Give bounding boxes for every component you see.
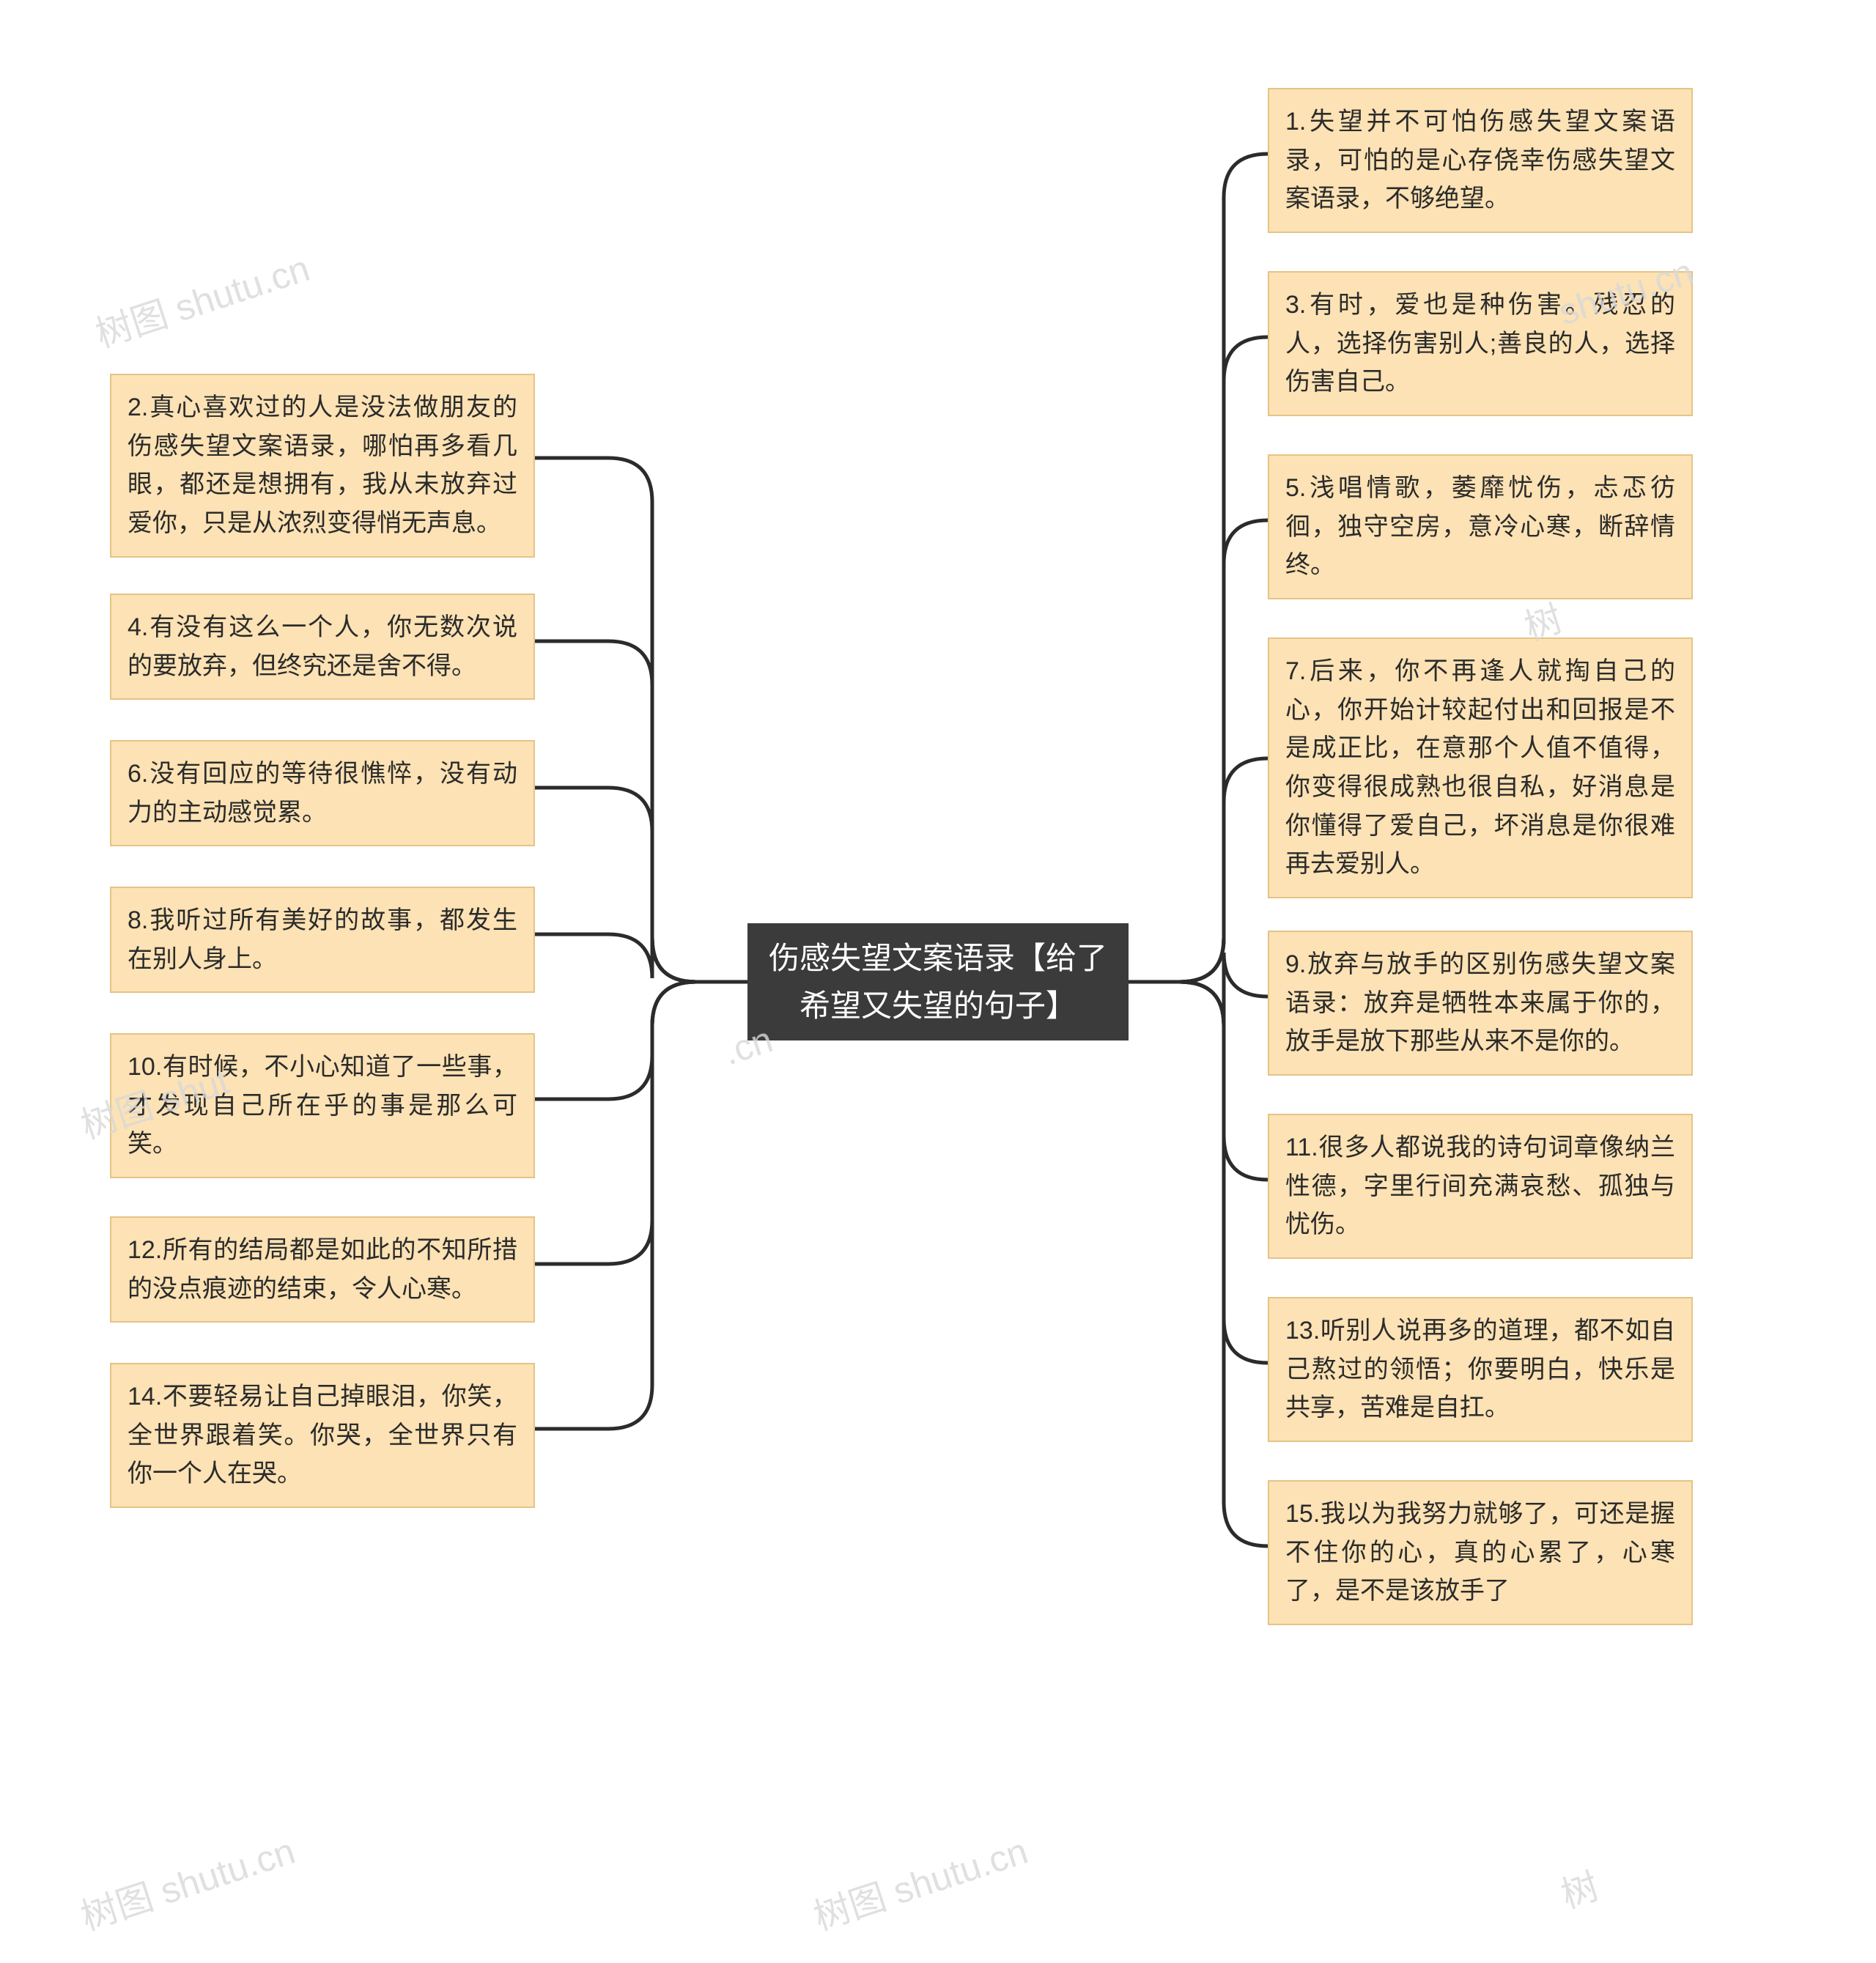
leaf-node-label: 2.真心喜欢过的人是没法做朋友的伤感失望文案语录，哪怕再多看几眼，都还是想拥有，…	[128, 393, 517, 537]
leaf-node-n11[interactable]: 11.很多人都说我的诗句词章像纳兰性德，字里行间充满哀愁、孤独与忧伤。	[1268, 1114, 1693, 1259]
mindmap-canvas: 伤感失望文案语录【给了希望又失望的句子】 2.真心喜欢过的人是没法做朋友的伤感失望…	[0, 0, 1876, 1963]
watermark: 树	[1554, 1857, 1605, 1919]
watermark-text: 树	[1556, 1866, 1604, 1916]
leaf-node-label: 13.听别人说再多的道理，都不如自己熬过的领悟；你要明白，快乐是共享，苦难是自扛…	[1285, 1317, 1675, 1422]
leaf-node-n1[interactable]: 1.失望并不可怕伤感失望文案语录，可怕的是心存侥幸伤感失望文案语录，不够绝望。	[1268, 88, 1693, 233]
leaf-node-label: 15.我以为我努力就够了，可还是握不住你的心，真的心累了，心寒了，是不是该放手了	[1285, 1500, 1675, 1605]
leaf-node-n3[interactable]: 3.有时，爱也是种伤害。残忍的人，选择伤害别人;善良的人，选择伤害自己。	[1268, 271, 1693, 416]
leaf-node-label: 9.放弃与放手的区别伤感失望文案语录：放弃是牺牲本来属于你的，放手是放下那些从来…	[1285, 950, 1675, 1055]
leaf-node-n4[interactable]: 4.有没有这么一个人，你无数次说的要放弃，但终究还是舍不得。	[110, 594, 535, 700]
leaf-node-n7[interactable]: 7.后来，你不再逢人就掏自己的心，你开始计较起付出和回报是不是成正比，在意那个人…	[1268, 637, 1693, 898]
leaf-node-n10[interactable]: 10.有时候，不小心知道了一些事，才发现自己所在乎的事是那么可笑。	[110, 1033, 535, 1178]
leaf-node-label: 11.很多人都说我的诗句词章像纳兰性德，字里行间充满哀愁、孤独与忧伤。	[1285, 1134, 1675, 1238]
leaf-node-label: 14.不要轻易让自己掉眼泪，你笑，全世界跟着笑。你哭，全世界只有你一个人在哭。	[128, 1383, 517, 1487]
watermark-text: 树图 shutu.cn	[76, 1830, 300, 1938]
leaf-node-n13[interactable]: 13.听别人说再多的道理，都不如自己熬过的领悟；你要明白，快乐是共享，苦难是自扛…	[1268, 1297, 1693, 1442]
leaf-node-label: 6.没有回应的等待很憔悴，没有动力的主动感觉累。	[128, 760, 517, 827]
watermark-text: 树图 shutu.cn	[809, 1830, 1033, 1938]
watermark: 树图 shutu.cn	[73, 1822, 300, 1940]
leaf-node-n9[interactable]: 9.放弃与放手的区别伤感失望文案语录：放弃是牺牲本来属于你的，放手是放下那些从来…	[1268, 931, 1693, 1076]
leaf-node-n14[interactable]: 14.不要轻易让自己掉眼泪，你笑，全世界跟着笑。你哭，全世界只有你一个人在哭。	[110, 1363, 535, 1508]
leaf-node-n12[interactable]: 12.所有的结局都是如此的不知所措的没点痕迹的结束，令人心寒。	[110, 1216, 535, 1323]
leaf-node-label: 7.后来，你不再逢人就掏自己的心，你开始计较起付出和回报是不是成正比，在意那个人…	[1285, 657, 1675, 878]
watermark: 树图 shutu.cn	[806, 1822, 1033, 1940]
leaf-node-n8[interactable]: 8.我听过所有美好的故事，都发生在别人身上。	[110, 887, 535, 993]
leaf-node-label: 4.有没有这么一个人，你无数次说的要放弃，但终究还是舍不得。	[128, 613, 517, 680]
leaf-node-n2[interactable]: 2.真心喜欢过的人是没法做朋友的伤感失望文案语录，哪怕再多看几眼，都还是想拥有，…	[110, 374, 535, 558]
leaf-node-n6[interactable]: 6.没有回应的等待很憔悴，没有动力的主动感觉累。	[110, 740, 535, 846]
leaf-node-label: 10.有时候，不小心知道了一些事，才发现自己所在乎的事是那么可笑。	[128, 1053, 517, 1158]
center-node[interactable]: 伤感失望文案语录【给了希望又失望的句子】	[747, 923, 1129, 1040]
watermark: 树图 shutu.cn	[88, 239, 315, 358]
leaf-node-label: 8.我听过所有美好的故事，都发生在别人身上。	[128, 906, 517, 973]
leaf-node-n15[interactable]: 15.我以为我努力就够了，可还是握不住你的心，真的心累了，心寒了，是不是该放手了	[1268, 1480, 1693, 1625]
leaf-node-label: 3.有时，爱也是种伤害。残忍的人，选择伤害别人;善良的人，选择伤害自己。	[1285, 291, 1675, 396]
center-node-label: 伤感失望文案语录【给了希望又失望的句子】	[765, 934, 1111, 1029]
leaf-node-label: 12.所有的结局都是如此的不知所措的没点痕迹的结束，令人心寒。	[128, 1236, 517, 1303]
watermark-text: 树图 shutu.cn	[91, 248, 314, 355]
leaf-node-n5[interactable]: 5.浅唱情歌，萎靡忧伤，忐忑彷徊，独守空房，意冷心寒，断辞情终。	[1268, 454, 1693, 599]
leaf-node-label: 5.浅唱情歌，萎靡忧伤，忐忑彷徊，独守空房，意冷心寒，断辞情终。	[1285, 474, 1675, 579]
leaf-node-label: 1.失望并不可怕伤感失望文案语录，可怕的是心存侥幸伤感失望文案语录，不够绝望。	[1285, 108, 1675, 212]
